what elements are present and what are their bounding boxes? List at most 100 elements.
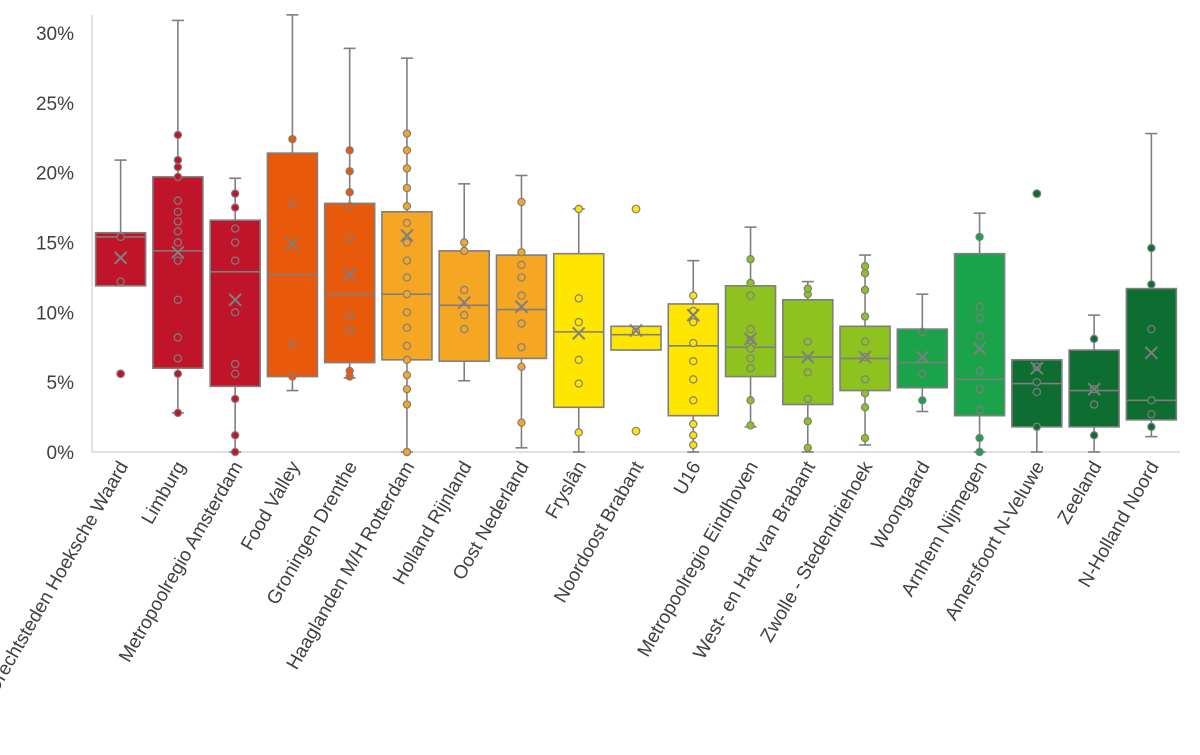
data-point [574, 317, 583, 327]
data-point [173, 207, 183, 216]
data-point [402, 129, 412, 138]
data-point [1147, 243, 1156, 253]
data-point [173, 354, 183, 363]
box-series [266, 14, 319, 392]
data-point [173, 130, 183, 140]
data-point [574, 428, 583, 437]
box-series [1011, 189, 1063, 453]
data-point [574, 355, 583, 365]
data-point [975, 331, 984, 341]
data-point [173, 196, 183, 205]
data-point [517, 418, 526, 427]
box [209, 219, 261, 388]
box-series [781, 280, 834, 453]
data-point [803, 443, 812, 453]
data-point [402, 256, 412, 265]
data-point [975, 313, 984, 323]
box-series [667, 259, 720, 453]
data-point [345, 366, 354, 376]
data-point [1147, 396, 1156, 405]
box-series [552, 204, 605, 453]
data-point [402, 323, 412, 332]
data-point [860, 433, 870, 443]
mean-marker [629, 323, 643, 338]
data-point [1089, 334, 1099, 344]
data-point [860, 337, 870, 346]
mean-marker [858, 350, 872, 364]
data-point [918, 327, 927, 337]
data-point [975, 405, 984, 415]
data-point [689, 431, 698, 440]
data-point [288, 340, 297, 349]
data-point [402, 400, 412, 409]
data-point [975, 232, 984, 242]
data-point [402, 273, 412, 282]
data-point [746, 344, 755, 353]
data-point [173, 333, 183, 342]
box-series [209, 177, 261, 457]
data-point [975, 447, 984, 457]
x-category-label: Amersfoort N-Veluwe [941, 458, 1049, 624]
data-point [746, 396, 755, 405]
data-point [1089, 431, 1099, 440]
x-category-label: Metropoolregio Amsterdam [115, 458, 247, 666]
x-category-label: U16 [670, 458, 706, 499]
data-point [517, 260, 526, 270]
data-point [689, 419, 698, 429]
data-point [173, 217, 183, 226]
data-point [1147, 422, 1156, 432]
data-point [860, 269, 870, 278]
data-point [918, 396, 927, 405]
data-point [1147, 410, 1156, 419]
data-point [1032, 387, 1042, 397]
data-point [402, 238, 412, 247]
data-point [746, 324, 755, 334]
data-point [402, 370, 412, 380]
data-point [345, 234, 354, 243]
data-point [230, 238, 240, 247]
x-category-label: Zeeland [1054, 458, 1107, 528]
data-point [230, 447, 240, 457]
data-point [517, 343, 526, 352]
data-point [345, 310, 354, 320]
x-category-label: Food Valley [237, 458, 305, 555]
mean-marker [1087, 382, 1101, 396]
data-point [402, 164, 412, 173]
mean-marker [743, 332, 758, 346]
data-point [517, 273, 526, 282]
outlier-point [1032, 189, 1042, 199]
data-point [402, 355, 412, 365]
data-point [402, 384, 412, 394]
data-point [803, 368, 812, 377]
data-point [746, 364, 755, 373]
data-point [173, 238, 183, 247]
data-point [402, 183, 412, 193]
y-tick-label: 25% [36, 94, 74, 115]
x-category-label: Zwolle - Stedendriehoek [757, 458, 878, 646]
data-point [402, 308, 412, 317]
box [381, 210, 433, 361]
y-tick-label: 5% [47, 373, 75, 394]
mean-marker [400, 228, 414, 243]
data-point [860, 285, 870, 295]
mean-marker [915, 350, 930, 364]
y-tick-label: 0% [47, 443, 75, 464]
x-axis-category-labels: Drechtsteden Hoeksche Waard LimburgMetrop… [0, 457, 1164, 696]
data-point [173, 369, 183, 378]
mean-marker [228, 293, 242, 307]
data-point [173, 155, 183, 165]
data-point [402, 447, 412, 457]
y-axis-tick-labels: 0% 5% 10% 15% 20% 25% 30% [36, 24, 74, 464]
data-point [918, 369, 927, 378]
data-point [173, 162, 183, 172]
box-series [94, 159, 147, 379]
mean-marker [1144, 346, 1159, 360]
data-point [975, 433, 984, 443]
mean-marker [972, 341, 987, 356]
box [266, 152, 319, 378]
data-point [689, 440, 698, 450]
data-point [230, 308, 240, 317]
x-category-label: Drechtsteden Hoeksche Waard [0, 458, 133, 697]
y-tick-label: 15% [36, 234, 74, 255]
